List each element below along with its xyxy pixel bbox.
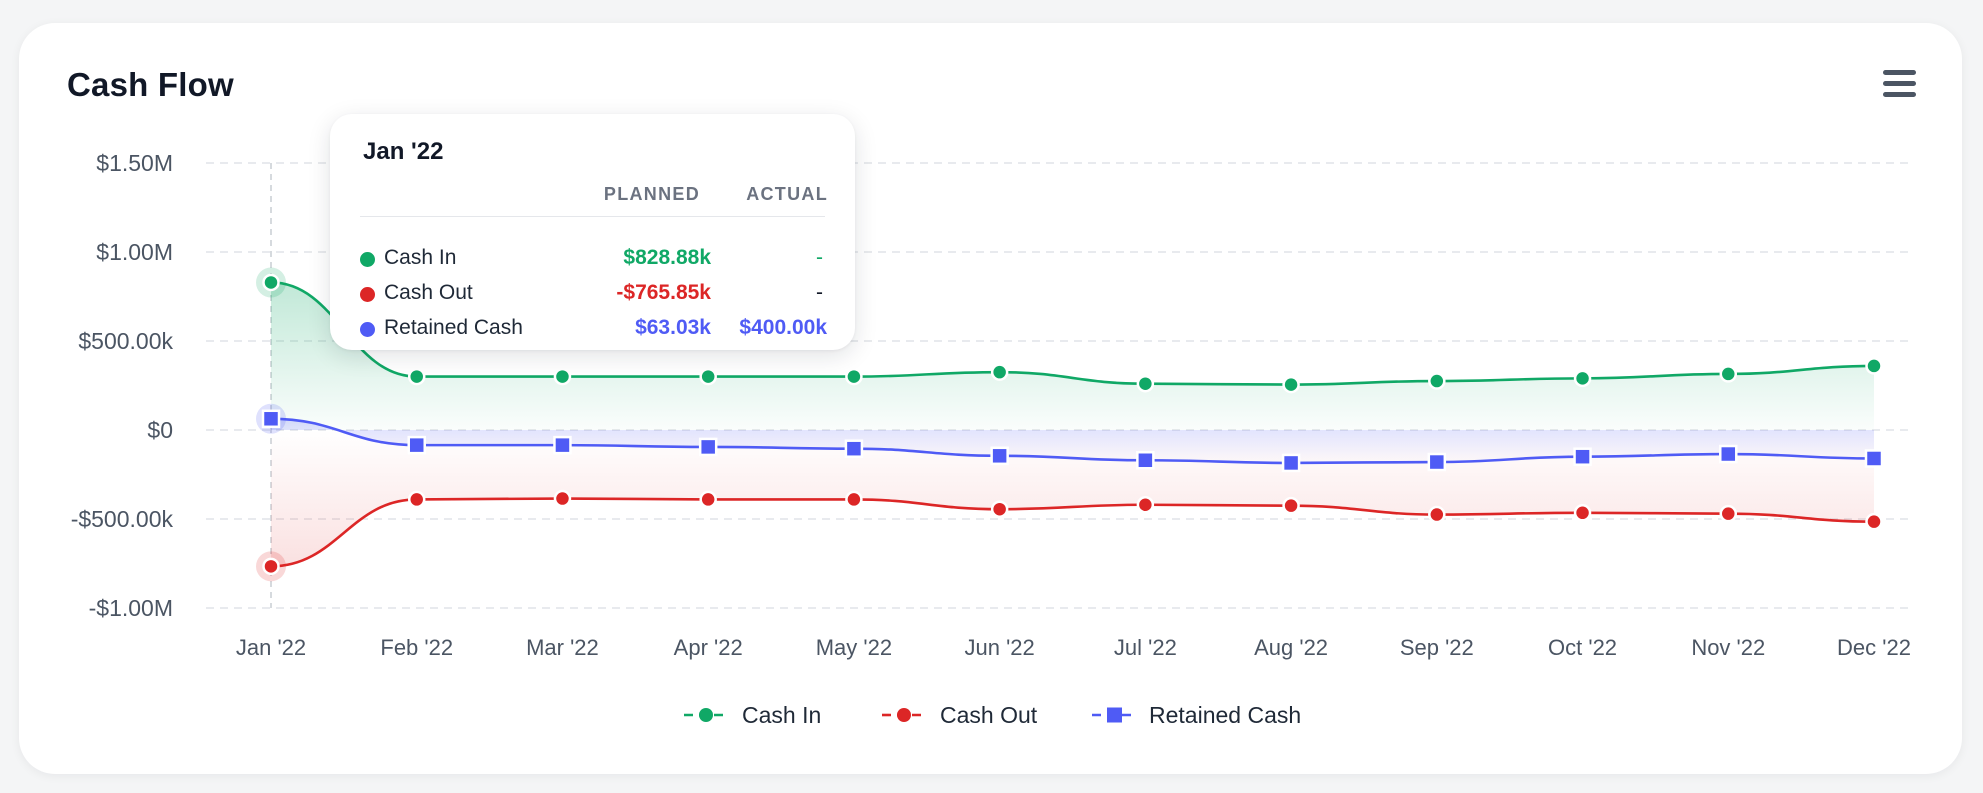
x-tick-label: Oct '22: [1548, 635, 1617, 660]
cash-in-point[interactable]: [990, 363, 1009, 381]
cash-out-point[interactable]: [553, 489, 572, 508]
series-lines: [270, 281, 1875, 568]
x-tick-label: Mar '22: [526, 635, 599, 660]
retained-cash-point[interactable]: [1281, 453, 1301, 473]
hamburger-menu-icon[interactable]: [1880, 68, 1920, 102]
x-tick-label: Feb '22: [380, 635, 453, 660]
tooltip-row-retained-cash: Retained Cash $63.03k $400.00k: [330, 314, 855, 346]
tooltip-row-label: Cash Out: [384, 281, 473, 304]
y-tick-label: $1.50M: [96, 150, 173, 176]
cash-out-dot-icon: [360, 287, 375, 302]
area-fills: [271, 282, 1874, 567]
cash-in-point[interactable]: [1136, 374, 1155, 393]
cash-in-point[interactable]: [1719, 365, 1738, 383]
legend-item-cash-out[interactable]: Cash Out: [882, 702, 1038, 728]
cash-out-area: [271, 430, 1874, 567]
legend-label: Cash In: [742, 702, 821, 728]
tooltip-header-planned: PLANNED: [603, 184, 700, 204]
tooltip-actual-value: -: [816, 281, 823, 304]
y-tick-label: $1.00M: [96, 239, 173, 265]
cash-out-point[interactable]: [1282, 496, 1300, 515]
cash-out-legend-marker-icon: [897, 708, 911, 722]
cash-out-point[interactable]: [1136, 496, 1155, 514]
tooltip-actual-value: -: [816, 246, 823, 269]
retained-cash-dot-icon: [360, 322, 375, 337]
cash-out-point[interactable]: [990, 500, 1009, 518]
x-tick-label: Jun '22: [965, 635, 1035, 660]
cash-in-point[interactable]: [407, 367, 426, 386]
retained-cash-point[interactable]: [1864, 449, 1884, 468]
retained-cash-line: [270, 417, 1875, 465]
y-tick-label: -$1.00M: [89, 595, 173, 621]
y-tick-label: -$500.00k: [71, 506, 174, 532]
tooltip: Jan '22 PLANNED ACTUAL Cash In $828.88k …: [330, 114, 855, 350]
retained-cash-point[interactable]: [407, 435, 426, 455]
retained-cash-point[interactable]: [990, 446, 1009, 466]
chart-title: Cash Flow: [67, 66, 234, 103]
tooltip-planned-value: $828.88k: [623, 246, 711, 269]
retained-cash-point[interactable]: [261, 409, 281, 429]
tooltip-row-cash-in: Cash In $828.88k -: [330, 244, 855, 276]
cash-out-point[interactable]: [1428, 505, 1446, 524]
y-tick-label: $500.00k: [78, 328, 173, 354]
tooltip-title: Jan '22: [363, 138, 444, 165]
cash-out-point[interactable]: [1573, 504, 1592, 522]
cash-out-point[interactable]: [1865, 512, 1883, 531]
legend-item-cash-in[interactable]: Cash In: [684, 702, 821, 728]
cash-out-point[interactable]: [407, 490, 426, 509]
y-tick-label: $0: [147, 417, 173, 443]
axis-labels: $1.50M $1.00M $500.00k $0 -$500.00k -$1.00M Ja…: [71, 150, 1911, 660]
retained-cash-point[interactable]: [1136, 451, 1155, 470]
cash-in-legend-marker-icon: [699, 708, 713, 722]
cash-out-line: [270, 497, 1875, 568]
cash-out-point[interactable]: [1719, 504, 1738, 523]
series-markers: [256, 267, 1884, 582]
x-tick-label: Aug '22: [1254, 635, 1328, 660]
tooltip-row-label: Retained Cash: [384, 316, 523, 339]
cash-in-point[interactable]: [1573, 369, 1592, 388]
retained-cash-point[interactable]: [1573, 447, 1592, 466]
tooltip-divider: [360, 216, 825, 217]
cash-out-point[interactable]: [845, 490, 863, 509]
retained-cash-point[interactable]: [698, 437, 718, 457]
legend-item-retained-cash[interactable]: Retained Cash: [1092, 702, 1301, 728]
tooltip-planned-value: $63.03k: [635, 316, 711, 339]
cash-in-line: [270, 281, 1875, 386]
tooltip-row-cash-out: Cash Out -$765.85k -: [330, 279, 855, 311]
cash-in-point[interactable]: [553, 367, 572, 386]
x-tick-label: Jul '22: [1114, 635, 1177, 660]
x-tick-label: Nov '22: [1691, 635, 1765, 660]
x-tick-label: Sep '22: [1400, 635, 1474, 660]
retained-cash-point[interactable]: [1427, 452, 1447, 472]
cash-in-point[interactable]: [262, 273, 280, 292]
cash-out-point[interactable]: [699, 490, 717, 509]
cash-in-dot-icon: [360, 252, 375, 267]
tooltip-actual-value: $400.00k: [739, 316, 827, 339]
retained-cash-point[interactable]: [553, 435, 572, 455]
legend-label: Cash Out: [940, 702, 1038, 728]
cash-in-area: [271, 282, 1874, 430]
retained-cash-point[interactable]: [1719, 444, 1738, 464]
cash-out-point[interactable]: [262, 557, 280, 576]
retained-cash-legend-marker-icon: [1107, 707, 1122, 723]
x-tick-label: Dec '22: [1837, 635, 1911, 660]
retained-cash-point[interactable]: [844, 439, 864, 458]
legend-label: Retained Cash: [1149, 702, 1301, 728]
cash-in-point[interactable]: [1428, 372, 1446, 390]
x-tick-label: Jan '22: [236, 635, 306, 660]
tooltip-row-label: Cash In: [384, 246, 457, 269]
x-tick-label: Apr '22: [674, 635, 743, 660]
tooltip-header-actual: ACTUAL: [746, 184, 828, 204]
cash-in-point[interactable]: [1865, 357, 1883, 375]
tooltip-planned-value: -$765.85k: [616, 281, 711, 304]
cash-in-point[interactable]: [1282, 375, 1300, 394]
legend: Cash In Cash Out Retained Cash: [684, 702, 1301, 728]
cash-in-point[interactable]: [845, 367, 863, 386]
x-tick-label: May '22: [816, 635, 892, 660]
retained-cash-area: [271, 418, 1874, 463]
cash-in-point[interactable]: [699, 367, 717, 386]
